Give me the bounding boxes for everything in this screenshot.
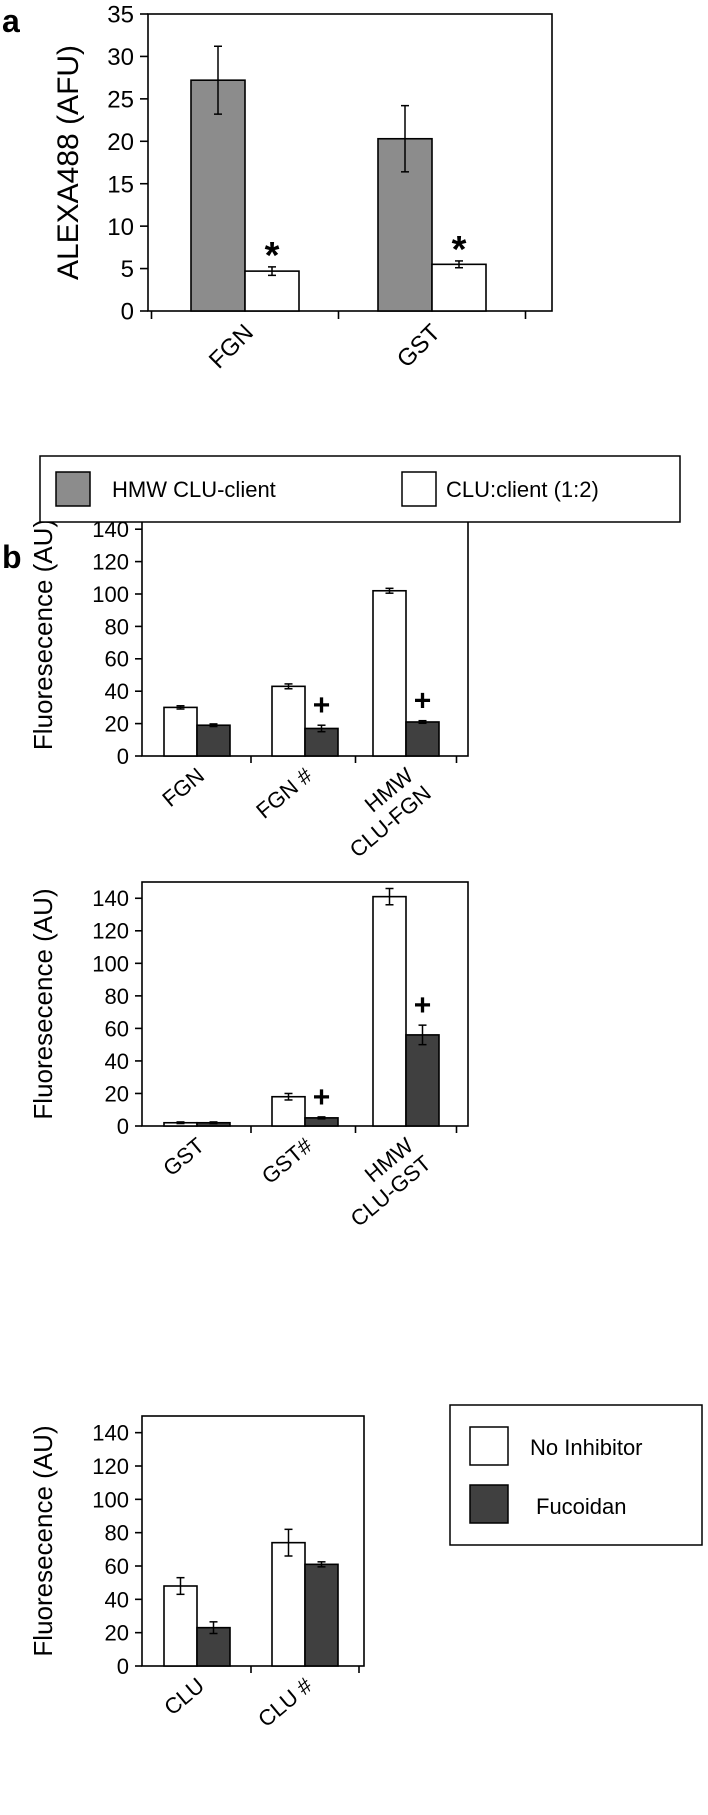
significance-marker: +	[414, 685, 432, 718]
y-tick-label: 40	[105, 679, 129, 704]
y-tick-label: 15	[107, 171, 134, 198]
legend-a-swatch-hmw	[55, 471, 91, 507]
significance-marker: *	[265, 235, 280, 277]
y-tick-label: 40	[105, 1049, 129, 1074]
y-tick-label: 80	[105, 1521, 129, 1546]
bar	[196, 724, 231, 757]
y-axis-label: Fluoresecence (AU)	[28, 519, 58, 750]
y-tick-label: 25	[107, 86, 134, 113]
bar	[431, 263, 487, 312]
significance-marker: +	[313, 689, 331, 722]
y-axis-label: Fluoresecence (AU)	[28, 888, 58, 1119]
y-tick-label: 140	[92, 1421, 129, 1446]
y-tick-label: 60	[105, 1016, 129, 1041]
panel-a-label: a	[2, 3, 20, 39]
bar	[271, 1541, 306, 1667]
bar	[244, 270, 300, 312]
bar	[405, 1034, 440, 1127]
legend-b: No Inhibitor Fucoidan	[449, 1404, 703, 1546]
y-tick-label: 0	[117, 1654, 129, 1679]
x-category-label: FGN	[204, 319, 259, 374]
panel-b-label: b	[2, 539, 22, 575]
chart-b-clu: 0 20 40 60 80 100 120 140 Fluoresecence (AU) CLU C…	[28, 1415, 365, 1732]
bar	[372, 895, 407, 1127]
legend-b-label-no-inhibitor: No Inhibitor	[530, 1435, 643, 1460]
y-tick-label: 10	[107, 214, 134, 241]
bar	[163, 706, 198, 757]
y-tick-label: 20	[107, 129, 134, 156]
y-tick-label: 40	[105, 1587, 129, 1612]
y-tick-label: 120	[92, 1454, 129, 1479]
y-tick-label: 80	[105, 984, 129, 1009]
y-tick-label: 120	[92, 550, 129, 575]
legend-b-label-fucoidan: Fucoidan	[536, 1494, 627, 1519]
y-tick-label: 60	[105, 1554, 129, 1579]
bar	[190, 79, 246, 312]
chart-b-gst: 0 20 40 60 80 100 120 140 Fluoresecence (AU) + + GS…	[28, 881, 469, 1232]
plot-frame	[147, 13, 553, 312]
y-tick-label: 0	[117, 1114, 129, 1139]
y-tick-label: 0	[121, 299, 134, 326]
legend-a-swatch-cluclient	[401, 471, 437, 507]
x-category-label: GST	[158, 1133, 209, 1181]
significance-marker: +	[414, 989, 432, 1022]
bar	[304, 727, 339, 757]
x-category-label: GST#	[257, 1132, 318, 1189]
x-category-label: CLU	[159, 1673, 209, 1720]
y-axis-label: Fluoresecence (AU)	[28, 1425, 58, 1656]
y-tick-label: 60	[105, 647, 129, 672]
legend-b-frame	[449, 1404, 703, 1546]
significance-marker: *	[452, 229, 467, 271]
legend-a: HMW CLU-client CLU:client (1:2)	[39, 455, 681, 523]
y-tick-label: 120	[92, 919, 129, 944]
bar	[271, 685, 306, 757]
y-axis-label: ALEXA488 (AFU)	[52, 45, 85, 280]
y-tick-label: 20	[105, 1621, 129, 1646]
x-category-label: FGN #	[251, 762, 317, 823]
y-tick-label: 20	[105, 1081, 129, 1106]
significance-marker: +	[313, 1081, 331, 1114]
y-tick-label: 100	[92, 951, 129, 976]
x-category-label: GST	[392, 319, 446, 373]
legend-b-swatch-no-inhibitor	[469, 1426, 509, 1466]
bar	[163, 1585, 198, 1667]
legend-a-label-cluclient: CLU:client (1:2)	[446, 477, 599, 502]
x-category-label: FGN	[157, 763, 209, 812]
legend-a-label-hmw: HMW CLU-client	[112, 477, 276, 502]
legend-a-frame	[39, 455, 681, 523]
legend-b-swatch-fucoidan	[469, 1484, 509, 1524]
y-tick-label: 140	[92, 886, 129, 911]
y-tick-label: 20	[105, 712, 129, 737]
y-tick-label: 35	[107, 2, 134, 29]
y-tick-label: 80	[105, 614, 129, 639]
x-category-label: CLU #	[253, 1672, 317, 1732]
bar	[405, 721, 440, 757]
bar	[271, 1095, 306, 1127]
y-tick-label: 5	[121, 256, 134, 283]
y-tick-label: 30	[107, 44, 134, 71]
y-tick-label: 100	[92, 1487, 129, 1512]
y-tick-label: 100	[92, 582, 129, 607]
bar	[304, 1563, 339, 1667]
y-tick-label: 0	[117, 744, 129, 769]
bar	[372, 589, 407, 757]
plot-frame	[141, 1415, 365, 1667]
